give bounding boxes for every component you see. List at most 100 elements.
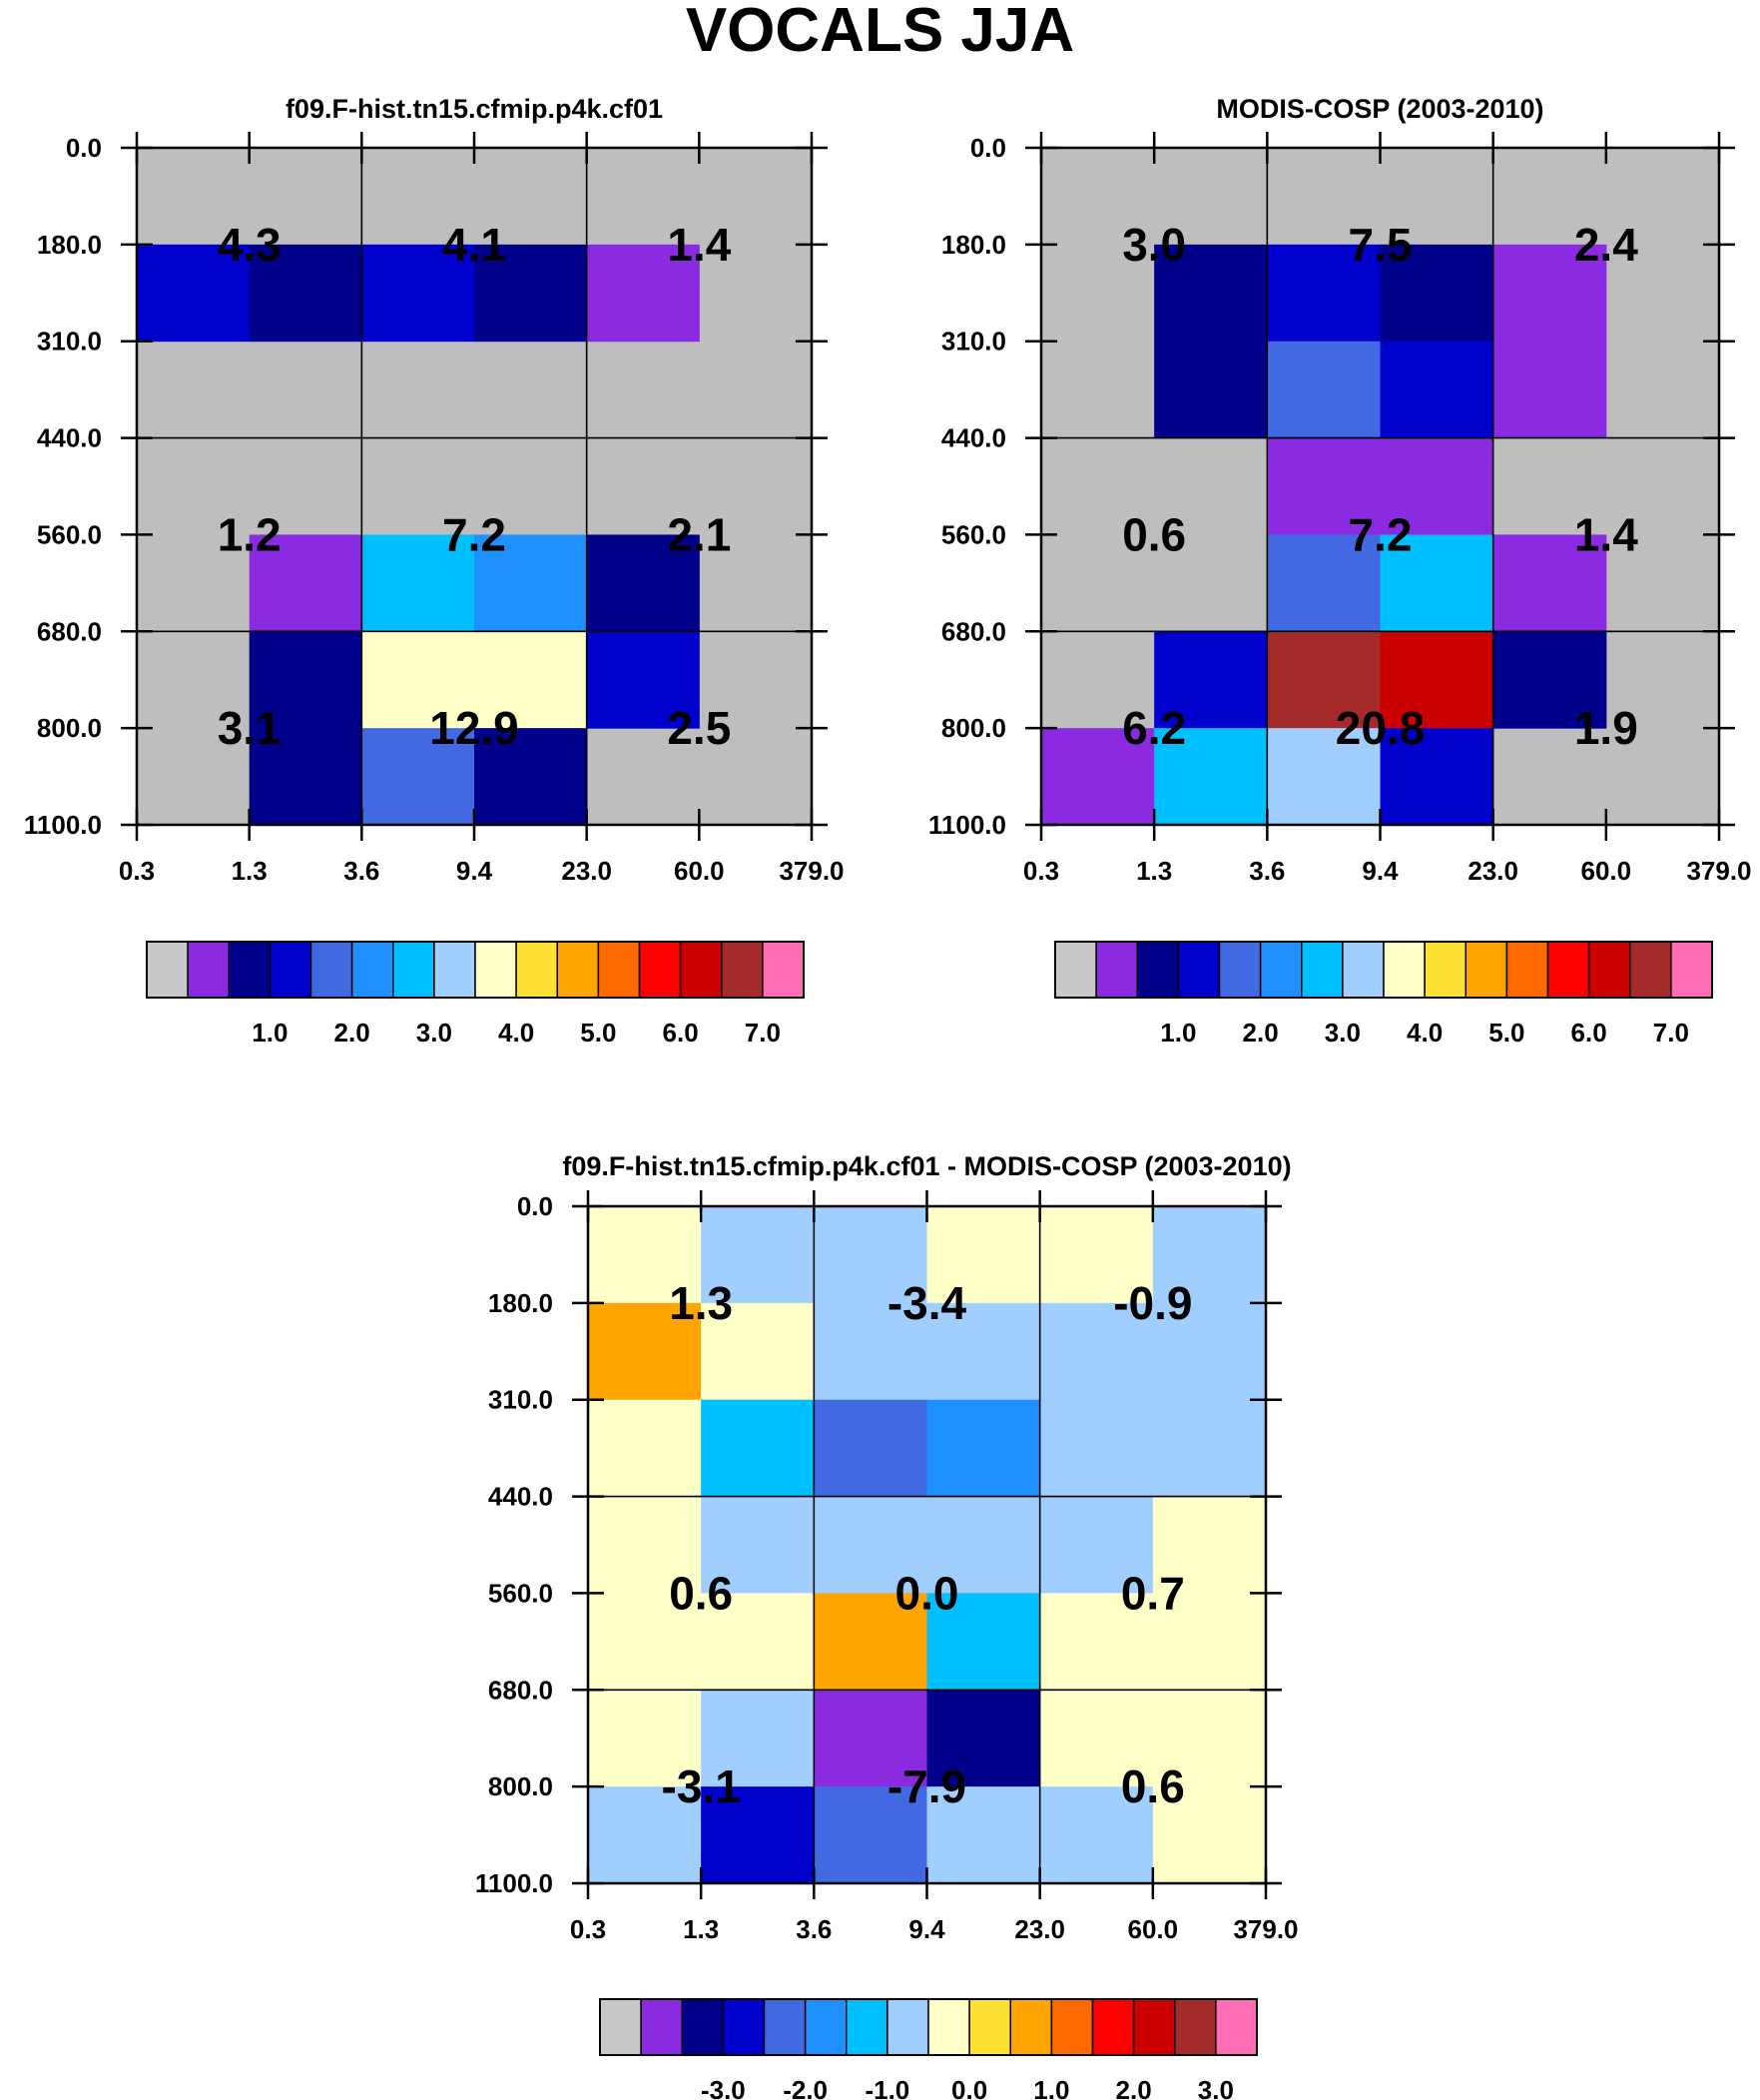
- block-value: 7.2: [442, 508, 506, 560]
- colorbar: -3.0 -2.0 -1.0 0.0 1.0 2.0 3.0: [599, 1998, 1258, 2100]
- colorbar-label: 5.0: [1488, 1018, 1524, 1048]
- colorbar-label: 7.0: [1653, 1018, 1689, 1048]
- panel-title: f09.F-hist.tn15.cfmip.p4k.cf01: [286, 94, 663, 124]
- y-tick-label: 800.0: [941, 713, 1006, 743]
- heatmap-cell: [701, 1786, 815, 1884]
- heatmap-cell: [1039, 1302, 1154, 1401]
- heatmap-cell: [1380, 631, 1494, 729]
- heatmap-cell: [701, 1206, 815, 1304]
- heatmap-cell: [249, 631, 362, 729]
- x-tick-label: 1.3: [232, 856, 268, 886]
- heatmap-cell: [1492, 244, 1607, 343]
- heatmap-cell: [1380, 728, 1494, 826]
- heatmap-cell: [361, 534, 475, 632]
- colorbar-swatch: [1215, 1998, 1258, 2056]
- block-value: 1.9: [1574, 702, 1638, 754]
- y-tick-label: 560.0: [37, 519, 102, 549]
- heatmap-cell: [588, 1786, 702, 1884]
- x-tick-label: 9.4: [908, 1914, 945, 1944]
- heatmap-cell: [1039, 1496, 1154, 1594]
- x-tick-label: 1.3: [683, 1914, 719, 1944]
- heatmap-cell: [1267, 534, 1381, 632]
- heatmap-cell: [926, 1206, 1041, 1304]
- x-tick-label: 23.0: [1014, 1914, 1065, 1944]
- colorbar-swatch: [433, 941, 476, 999]
- x-tick-label: 3.6: [343, 856, 379, 886]
- heatmap-cell: [588, 1302, 702, 1401]
- colorbar-frame: [146, 941, 805, 999]
- colorbar-swatch: [1177, 941, 1221, 999]
- y-tick-label: 1100.0: [928, 810, 1006, 840]
- block-value: 0.6: [669, 1567, 733, 1619]
- heatmap-cell: [1039, 1786, 1154, 1884]
- heatmap-cell: [1267, 631, 1381, 729]
- colorbar-swatch: [228, 941, 272, 999]
- colorbar-label: 1.0: [1033, 2075, 1069, 2100]
- heatmap-cell: [249, 728, 362, 826]
- colorbar-label: 6.0: [663, 1018, 699, 1048]
- heatmap-cell: [1152, 1206, 1267, 1304]
- colorbar-swatch: [1424, 941, 1467, 999]
- block-value: -7.9: [887, 1760, 966, 1812]
- colorbar-swatch: [927, 1998, 970, 2056]
- heatmap-cell: [1380, 534, 1494, 632]
- heatmap-cell: [926, 1786, 1041, 1884]
- heatmap-cell: [1492, 534, 1607, 632]
- heatmap-cell: [814, 1593, 927, 1691]
- heatmap-cell: [701, 1496, 815, 1594]
- block-value: -0.9: [1113, 1277, 1192, 1329]
- colorbar-swatch: [1505, 941, 1549, 999]
- panel-2: 0.0 180.0 310.0 440.0 560.0 680.0 800.0 1100.0 0…: [928, 94, 1752, 1048]
- panel-1: 0.0 180.0 310.0 440.0 560.0 680.0 800.0 1100.0 0…: [24, 94, 845, 1048]
- colorbar-label: 7.0: [745, 1018, 781, 1048]
- page-title: VOCALS JJA: [685, 0, 1075, 65]
- heatmap-cell: [1154, 244, 1268, 343]
- block-value: 7.5: [1349, 219, 1413, 271]
- y-tick-label: 800.0: [37, 713, 102, 743]
- colorbar-label: 6.0: [1571, 1018, 1607, 1048]
- y-tick-label: 0.0: [517, 1191, 553, 1221]
- y-tick-label: 0.0: [66, 133, 102, 163]
- block-value: 20.8: [1336, 702, 1426, 754]
- x-tick-label: 0.3: [119, 856, 155, 886]
- y-tick-label: 440.0: [488, 1482, 553, 1512]
- x-tick-label: 3.6: [1249, 856, 1285, 886]
- y-tick-label: 440.0: [37, 423, 102, 453]
- y-tick-label: 180.0: [488, 1288, 553, 1318]
- heatmap-cell: [1267, 728, 1381, 826]
- x-tick-label: 1.3: [1136, 856, 1172, 886]
- heatmap-cell: [1267, 437, 1381, 535]
- heatmap-cell: [1152, 1302, 1267, 1401]
- x-tick-label: 3.6: [796, 1914, 832, 1944]
- heatmap-cell: [814, 1690, 927, 1787]
- heatmap-cell: [701, 1399, 815, 1498]
- heatmap-cell: [249, 244, 362, 343]
- colorbar-label: 1.0: [1160, 1018, 1196, 1048]
- colorbar-frame: [599, 1998, 1258, 2056]
- block-value: 12.9: [429, 702, 519, 754]
- colorbar-swatch: [187, 941, 230, 999]
- y-tick-label: 560.0: [941, 519, 1006, 549]
- x-tick-label: 9.4: [456, 856, 493, 886]
- heatmap-cell: [1154, 341, 1268, 439]
- block-value: -3.1: [662, 1760, 741, 1812]
- colorbar-swatch: [763, 1998, 807, 2056]
- y-tick-label: 1100.0: [475, 1868, 553, 1898]
- colorbar-swatch: [515, 941, 558, 999]
- colorbar-swatch: [1342, 941, 1385, 999]
- block-value: -3.4: [887, 1277, 967, 1329]
- heatmap-cell: [474, 631, 588, 729]
- x-tick-label: 379.0: [1233, 1914, 1298, 1944]
- colorbar-swatch: [599, 1998, 642, 2056]
- panel-title: f09.F-hist.tn15.cfmip.p4k.cf01 - MODIS-C…: [562, 1151, 1291, 1181]
- colorbar-swatch: [1301, 941, 1344, 999]
- block-value: 0.7: [1121, 1567, 1185, 1619]
- colorbar-label: 3.0: [1325, 1018, 1361, 1048]
- colorbar-swatch: [804, 1998, 848, 2056]
- y-tick-label: 180.0: [37, 230, 102, 260]
- colorbar: 1.0 2.0 3.0 4.0 5.0 6.0 7.0: [1054, 941, 1713, 1048]
- heatmap-cell: [1152, 1399, 1267, 1498]
- x-tick-label: 379.0: [779, 856, 844, 886]
- heatmap-cell: [926, 1399, 1041, 1498]
